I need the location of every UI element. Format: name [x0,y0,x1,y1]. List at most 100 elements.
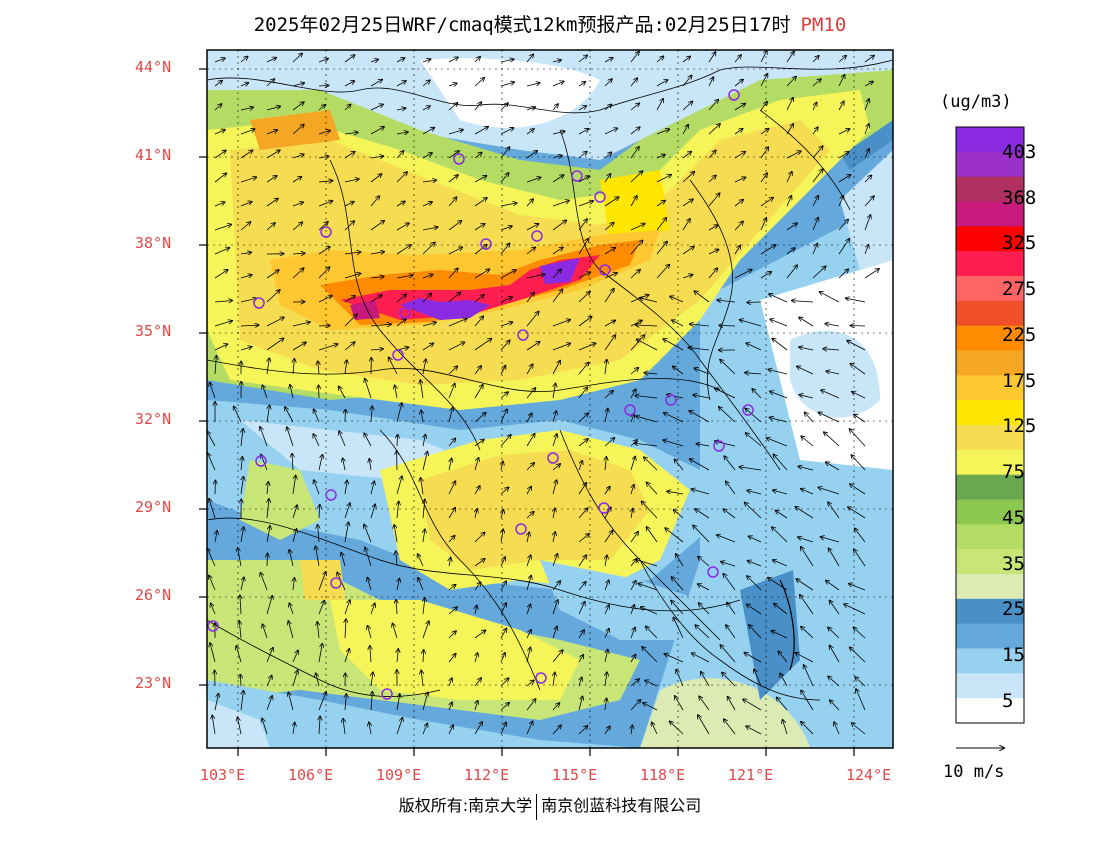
wind-vector [747,576,762,591]
wind-vector [786,172,792,183]
wind-vector [240,275,252,279]
station-marker [728,89,740,101]
wind-vector [214,202,225,207]
wind-vector [864,215,871,231]
wind-vector [797,366,814,375]
wind-vector [500,703,509,711]
wind-vector [292,322,310,327]
wind-vector [604,197,619,207]
wind-vector [698,715,710,735]
wind-vector [396,600,397,615]
lon-label: 103°E [200,766,246,784]
axis-ticks [199,68,855,756]
wind-vector [604,487,610,495]
wind-vector [798,466,814,471]
wind-vector [422,723,427,735]
wind-vector [578,219,587,231]
wind-vector [241,429,243,447]
station-marker [624,404,636,416]
wind-vector [844,604,866,615]
wind-vector [715,388,736,399]
wind-vector [676,554,684,567]
wind-vector [812,103,817,111]
wind-vector [370,277,384,278]
wind-vector [475,653,478,663]
wind-vector [288,692,294,711]
wind-vector [500,297,512,303]
wind-vector [318,247,330,255]
wind-vector [344,202,354,207]
wind-vector [849,584,866,591]
wind-vector [676,670,684,687]
wind-vector [864,175,872,183]
wind-vector [238,717,242,735]
wind-vector [664,413,684,423]
wind-vector [500,226,512,231]
wind-vector [318,296,332,303]
wind-vector [830,601,840,615]
wind-vector [630,655,636,663]
wind-vector [318,59,328,63]
wind-vector [364,433,372,447]
wind-vector [449,558,451,567]
wind-vector [318,131,330,135]
wind-vector [766,438,788,447]
wind-vector [768,578,788,591]
wind-vector [474,102,481,111]
wind-vector [749,536,762,543]
wind-vector [292,268,304,279]
wind-vector [500,628,507,639]
wind-vector [212,715,216,735]
colorbar-swatch [956,276,1024,302]
wind-vector [474,582,481,591]
wind-vector [846,298,866,303]
wind-vector [500,82,514,87]
wind-vector [665,528,684,543]
wind-vector [267,405,270,423]
graticule [207,50,893,748]
wind-vector [578,555,586,567]
wind-vector [656,242,667,255]
wind-vector [719,325,736,326]
wind-vector [708,77,713,87]
wind-vector [344,132,358,134]
wind-vector [630,52,639,63]
wind-vector [318,201,333,207]
wind-vector [777,697,788,711]
wind-vector [240,57,248,63]
colorbar-swatch [956,623,1024,649]
wind-vector [370,252,384,254]
wind-vector [746,343,762,351]
wind-vector [448,407,453,423]
wind-vector [317,622,319,639]
wind-vector [838,152,849,159]
wind-vector [370,59,378,62]
wind-vector [838,239,849,255]
wind-vector [631,509,633,519]
wind-vector [422,80,430,87]
wind-vector [604,248,615,255]
wind-vector [241,477,244,495]
colorbar-swatch [956,176,1024,202]
wind-vector [708,249,719,255]
wind-vector [365,379,372,399]
station-marker [325,489,337,501]
wind-vector [708,268,717,279]
wind-vector [682,275,693,279]
colorbar-swatch [956,698,1024,724]
wind-vector [630,240,643,255]
station-marker [515,523,527,535]
wind-vector [636,560,658,567]
wind-vector [501,529,503,543]
wind-vector [238,548,242,567]
wind-vector [527,532,529,543]
wind-vector [292,125,304,135]
wind-vector [422,242,435,255]
wind-vector [266,648,273,663]
wind-vector [396,81,406,87]
wind-vector [236,646,242,663]
station-marker [320,226,332,238]
wind-vector [699,696,710,711]
colorbar-label: 35 [1002,553,1025,575]
